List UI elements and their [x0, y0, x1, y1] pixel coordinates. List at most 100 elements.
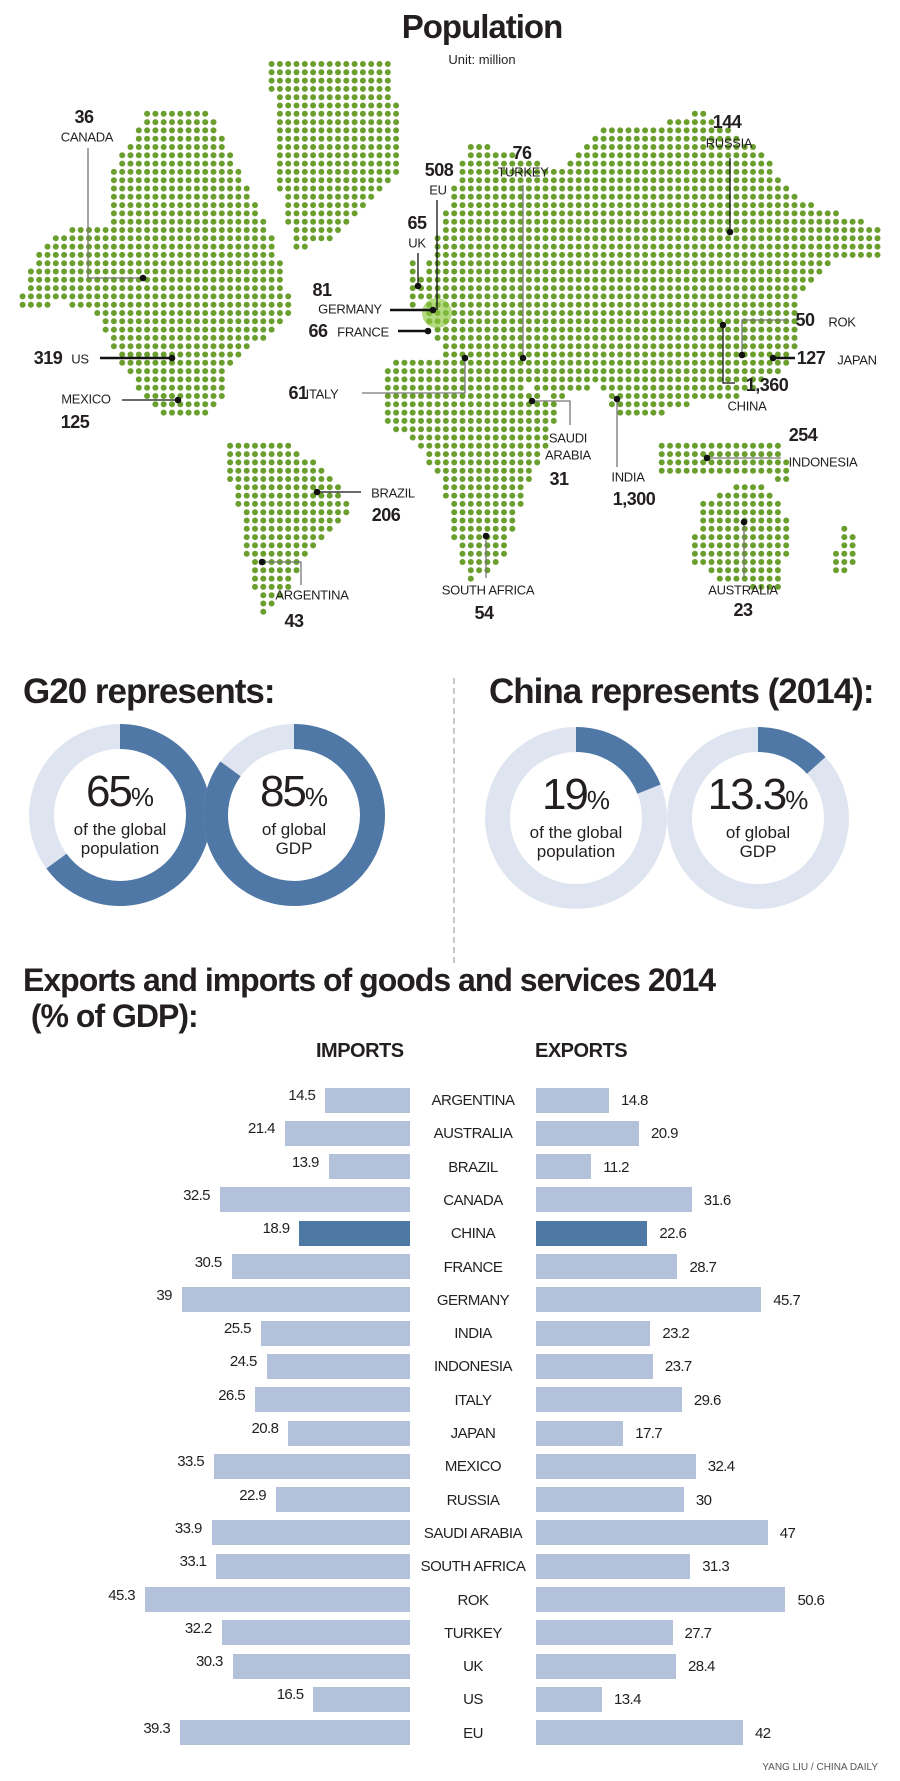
land-dot [567, 210, 574, 217]
land-dot [750, 467, 756, 474]
land-dot [86, 243, 92, 250]
land-dot [600, 351, 607, 358]
land-dot [725, 575, 732, 582]
land-dot [733, 251, 740, 258]
land-dot [227, 227, 234, 233]
land-dot [675, 119, 682, 126]
land-dot [177, 251, 184, 258]
export-bar [536, 1686, 603, 1712]
land-dot [326, 227, 333, 233]
export-value: 32.4 [707, 1458, 735, 1476]
land-dot [110, 251, 117, 258]
land-dot [741, 276, 748, 283]
land-dot [708, 127, 715, 134]
land-dot [633, 135, 640, 142]
land-dot [310, 135, 317, 142]
land-dot [343, 102, 350, 109]
land-dot [484, 293, 491, 300]
land-dot [733, 227, 740, 233]
land-dot [550, 185, 557, 192]
land-dot [218, 334, 225, 341]
land-dot [592, 359, 599, 366]
land-dot [559, 301, 566, 308]
land-dot [725, 492, 732, 499]
land-dot [501, 376, 507, 383]
land-dot [434, 417, 441, 424]
export-value: 29.6 [693, 1391, 721, 1409]
land-dot [534, 393, 541, 399]
land-dot [509, 426, 516, 433]
land-dot [335, 193, 341, 200]
land-dot [484, 160, 491, 167]
land-dot [459, 301, 466, 308]
land-dot [202, 393, 209, 399]
land-dot [376, 168, 383, 175]
land-dot [667, 376, 673, 383]
germany-population-value: 81 [312, 280, 332, 300]
land-dot [592, 210, 599, 217]
land-dot [658, 384, 665, 391]
land-dot [492, 401, 499, 408]
land-dot [426, 268, 433, 275]
import-bar [180, 1720, 410, 1746]
land-dot [667, 310, 673, 316]
land-dot [766, 550, 773, 557]
land-dot [700, 459, 707, 466]
land-dot [608, 318, 615, 325]
land-dot [750, 376, 756, 383]
land-dot [708, 210, 715, 217]
country-label: CANADA [443, 1191, 503, 1209]
land-dot [675, 393, 682, 399]
land-dot [550, 393, 557, 399]
land-dot [501, 160, 507, 167]
land-dot [268, 467, 275, 474]
land-dot [741, 210, 748, 217]
land-dot [534, 384, 541, 391]
land-dot [160, 210, 167, 217]
land-dot [310, 534, 317, 541]
donut-percent: 85% [219, 769, 369, 820]
land-dot [534, 260, 541, 267]
land-dot [252, 567, 258, 574]
land-dot [575, 368, 582, 375]
land-dot [169, 177, 175, 184]
land-dot [243, 326, 250, 333]
land-dot [135, 359, 142, 366]
land-dot [119, 202, 126, 209]
land-dot [492, 517, 499, 524]
land-dot [310, 218, 317, 225]
import-value: 13.9 [291, 1153, 319, 1171]
land-dot [542, 442, 549, 449]
land-dot [144, 318, 151, 325]
land-dot [276, 69, 283, 76]
land-dot [708, 517, 715, 524]
land-dot [293, 77, 300, 84]
land-dot [509, 177, 516, 184]
donut-value: 13.3 [707, 770, 788, 819]
land-dot [542, 301, 549, 308]
land-dot [592, 135, 599, 142]
land-dot [642, 227, 649, 233]
land-dot [451, 334, 458, 341]
land-dot [534, 285, 541, 292]
land-dot [110, 343, 117, 350]
land-dot [550, 293, 557, 300]
land-dot [152, 334, 159, 341]
land-dot [700, 368, 707, 375]
land-dot [276, 567, 283, 574]
land-dot [501, 426, 507, 433]
land-dot [559, 368, 566, 375]
land-dot [642, 318, 649, 325]
land-dot [409, 260, 416, 267]
land-dot [310, 525, 317, 532]
land-dot [210, 368, 217, 375]
import-bar [216, 1553, 410, 1579]
land-dot [467, 301, 474, 308]
land-dot [335, 185, 341, 192]
land-dot [592, 368, 599, 375]
land-dot [61, 293, 68, 300]
land-dot [227, 218, 234, 225]
land-dot [442, 484, 449, 491]
land-dot [575, 185, 582, 192]
land-dot [766, 334, 773, 341]
